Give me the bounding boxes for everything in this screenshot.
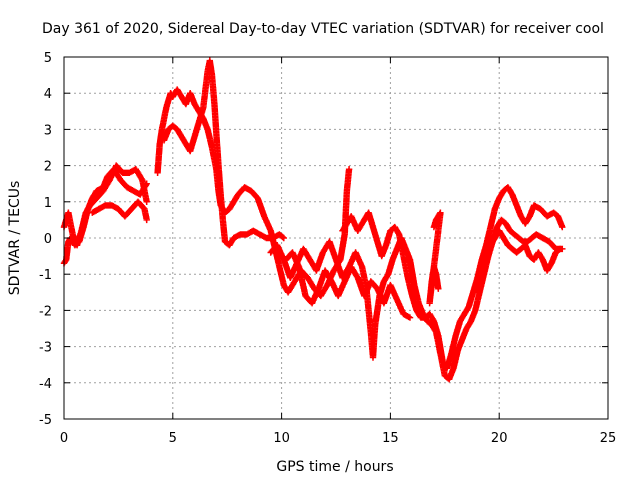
x-axis-label: GPS time / hours (276, 459, 393, 475)
y-tick-label: 3 (44, 123, 52, 138)
y-tick-label: -3 (39, 341, 52, 356)
y-tick-label: 2 (44, 160, 52, 175)
x-tick-label: 20 (491, 431, 508, 446)
data-series (89, 198, 150, 224)
y-tick-label: 5 (44, 51, 52, 66)
y-tick-label: 4 (44, 87, 52, 102)
data-point-markers (160, 57, 287, 249)
y-tick-label: 0 (44, 232, 52, 247)
data-series (160, 57, 287, 249)
data-point-markers (474, 227, 564, 296)
data-point-markers (426, 209, 444, 307)
y-axis-label: SDTVAR / TECUs (7, 181, 23, 296)
x-tick-label: 10 (273, 431, 290, 446)
y-tick-label: -1 (39, 268, 52, 283)
y-tick-label: 1 (44, 196, 52, 211)
y-tick-label: -4 (39, 377, 52, 392)
data-series (154, 86, 353, 300)
y-tick-label: -2 (39, 304, 52, 319)
data-point-markers (154, 86, 353, 300)
data-series (426, 209, 444, 307)
x-tick-label: 0 (60, 431, 68, 446)
data-point-markers (339, 184, 566, 372)
axis-ticks: 0 5 10 15 20 25 -5 -4 -3 -2 -1 0 1 2 3 4 5 (39, 51, 616, 446)
data-point-markers (282, 249, 414, 321)
x-tick-label: 15 (382, 431, 399, 446)
y-tick-label: -5 (39, 413, 52, 428)
x-tick-label: 5 (169, 431, 177, 446)
x-tick-label: 25 (600, 431, 617, 446)
data-series (339, 184, 566, 372)
plot-area (60, 57, 566, 383)
data-series (282, 249, 414, 321)
data-point-markers (89, 198, 150, 224)
data-series (474, 227, 564, 296)
chart-title: Day 361 of 2020, Sidereal Day-to-day VTE… (42, 21, 604, 37)
